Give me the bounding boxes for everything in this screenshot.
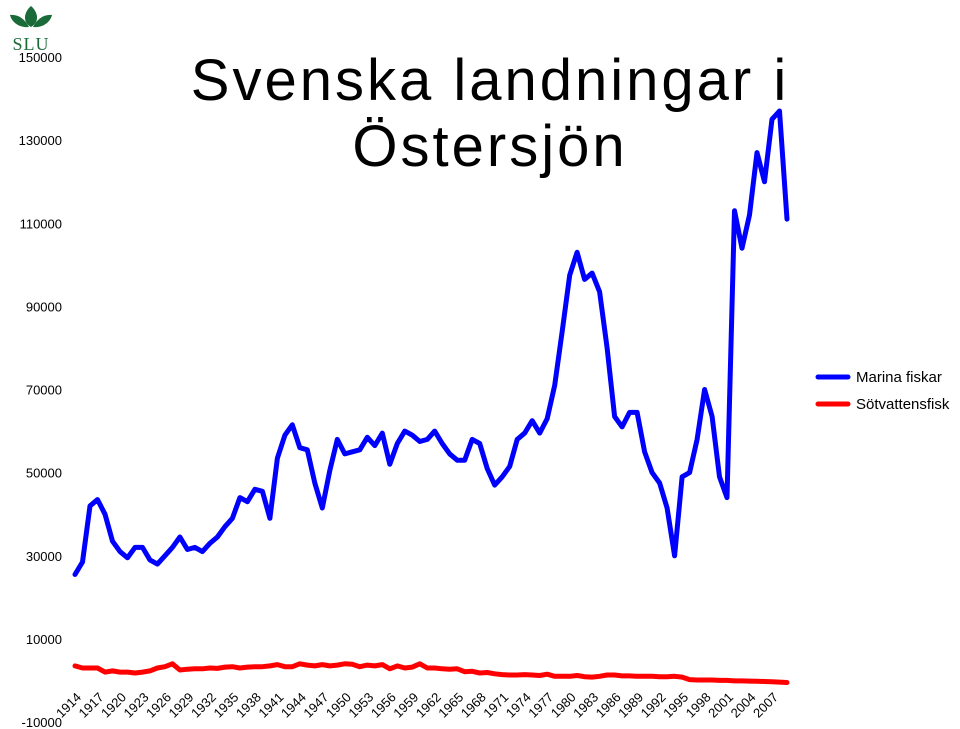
legend-label: Sötvattensfisk xyxy=(856,396,950,413)
slu-logo: SLU xyxy=(10,6,52,54)
y-axis-ticks: 150000 130000 110000 90000 70000 50000 30000 10… xyxy=(19,50,62,729)
legend-label: Marina fiskar xyxy=(856,369,942,386)
y-tick-label: 30000 xyxy=(26,549,62,564)
chart-title: Svenska landningar i Östersjön xyxy=(110,48,870,180)
x-tick-label: 2007 xyxy=(750,690,781,721)
y-tick-label: -10000 xyxy=(22,715,62,729)
logo-text: SLU xyxy=(12,34,49,54)
y-tick-label: 130000 xyxy=(19,133,62,148)
series-line-marina-fiskar xyxy=(72,108,790,577)
y-tick-label: 50000 xyxy=(26,466,62,481)
chart-title-line-2: Östersjön xyxy=(352,114,628,179)
legend: Marina fiskar Sötvattensfisk xyxy=(815,369,950,413)
y-tick-label: 150000 xyxy=(19,50,62,65)
y-tick-label: 110000 xyxy=(20,216,62,231)
x-axis-ticks: 1914191719201923192619291932193519381941… xyxy=(53,690,781,721)
y-tick-label: 70000 xyxy=(26,383,62,398)
y-tick-label: 10000 xyxy=(26,632,62,647)
y-tick-label: 90000 xyxy=(26,299,62,314)
chart-title-line-1: Svenska landningar i xyxy=(190,48,790,113)
series-layer xyxy=(72,108,790,685)
leaf-icon xyxy=(10,6,52,28)
series-line-s-tvattensfisk xyxy=(72,661,790,685)
